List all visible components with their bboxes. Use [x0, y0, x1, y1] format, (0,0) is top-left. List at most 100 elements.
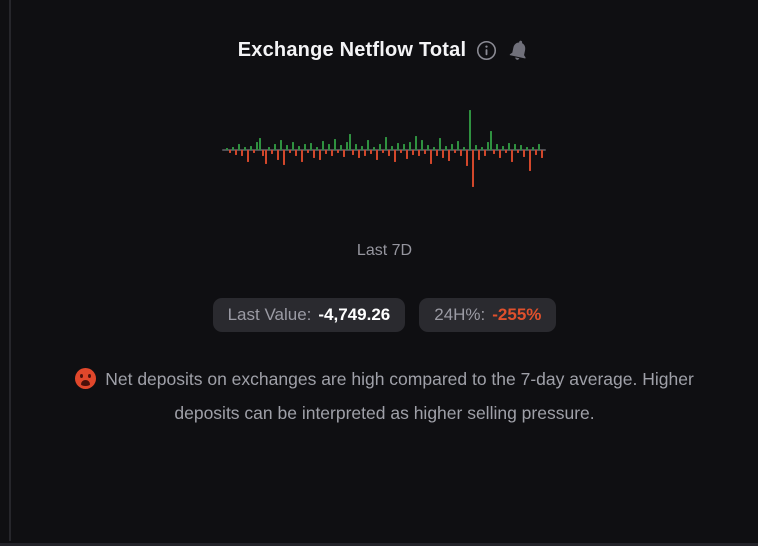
- chart-bar: [258, 138, 261, 150]
- chart-bar: [483, 150, 486, 156]
- chart-bar: [252, 150, 255, 153]
- chart-bar: [486, 142, 489, 150]
- chart-bar: [288, 150, 291, 153]
- chart-bar: [396, 143, 399, 150]
- chart-bar: [348, 134, 351, 150]
- chart-bar: [315, 147, 318, 150]
- chart-bar: [447, 150, 450, 161]
- chart-bar: [336, 150, 339, 153]
- chart-bar: [342, 150, 345, 157]
- chart-bar: [432, 147, 435, 150]
- chart-bar: [450, 144, 453, 150]
- chart-bar: [519, 145, 522, 150]
- chart-bar: [345, 142, 348, 150]
- chart-bar: [240, 150, 243, 156]
- chart-bar: [498, 150, 501, 158]
- chart-bar: [297, 146, 300, 150]
- chart-bar: [312, 150, 315, 158]
- chart-bar: [333, 139, 336, 150]
- chart-bar: [420, 140, 423, 150]
- chart-bar: [429, 150, 432, 164]
- chart-bar: [231, 147, 234, 150]
- chart-bar: [318, 150, 321, 160]
- chart-bar: [522, 150, 525, 157]
- chart-bar: [462, 147, 465, 150]
- chart-bar: [378, 144, 381, 150]
- last-value-label: Last Value:: [227, 305, 312, 324]
- bell-icon[interactable]: [507, 38, 531, 62]
- chart-bar: [237, 144, 240, 150]
- chart-bar: [441, 150, 444, 158]
- chart-bar: [501, 146, 504, 150]
- chart-bar: [423, 150, 426, 154]
- chart-bar: [468, 110, 471, 150]
- chart-bar: [531, 147, 534, 150]
- chart-bar: [261, 150, 264, 156]
- chart-bar: [357, 150, 360, 158]
- chart-bar: [384, 137, 387, 150]
- chart-bar: [393, 150, 396, 162]
- chart-bar: [363, 150, 366, 156]
- chart-bar: [228, 150, 231, 153]
- chart-bar: [294, 150, 297, 156]
- chart-bar: [414, 136, 417, 150]
- chart-bar: [243, 147, 246, 150]
- chart-bar: [390, 146, 393, 150]
- chart-bar: [303, 144, 306, 150]
- chart-bar: [495, 144, 498, 150]
- chart-bar: [399, 150, 402, 153]
- chart-bar: [417, 150, 420, 156]
- chart-bar: [339, 145, 342, 150]
- chart-bar: [387, 150, 390, 156]
- chart-bar: [273, 144, 276, 150]
- chart-bar: [279, 140, 282, 150]
- chart-bar: [504, 150, 507, 153]
- chart-bar: [402, 144, 405, 150]
- change-label: 24H%:: [434, 305, 486, 324]
- chart-bar: [324, 150, 327, 154]
- chart-bar: [381, 150, 384, 153]
- chart-bar: [516, 150, 519, 153]
- chart-bar: [537, 144, 540, 150]
- chart-bar: [300, 150, 303, 162]
- chart-bar: [354, 144, 357, 150]
- card-title: Exchange Netflow Total: [237, 38, 467, 61]
- info-icon[interactable]: [476, 40, 497, 61]
- chart-bar: [408, 142, 411, 150]
- chart-bar: [411, 150, 414, 155]
- chart-bar: [465, 150, 468, 166]
- change-value: -255%: [492, 305, 542, 324]
- chart-bar: [513, 144, 516, 150]
- chart-bar: [255, 142, 258, 150]
- chart-bar: [234, 150, 237, 155]
- chart-bar: [264, 150, 267, 164]
- chart-bar: [285, 145, 288, 150]
- change-badge: 24H%: -255%: [419, 298, 557, 332]
- chart-bar: [276, 150, 279, 160]
- chart-bar: [306, 150, 309, 153]
- chart-bar: [435, 150, 438, 156]
- panel-left-divider: [9, 0, 11, 541]
- frowning-face-icon: [75, 368, 97, 389]
- chart-bar: [444, 146, 447, 150]
- chart-bar: [489, 131, 492, 150]
- chart-bar: [426, 145, 429, 150]
- chart-bar: [453, 150, 456, 153]
- chart-bar: [477, 150, 480, 160]
- chart-bar: [351, 150, 354, 155]
- chart-bar: [480, 147, 483, 150]
- chart-bar: [366, 140, 369, 150]
- chart-bar: [438, 138, 441, 150]
- chart-bar: [474, 145, 477, 150]
- chart-bar: [540, 150, 543, 158]
- insight-text-block: Net deposits on exchanges are high compa…: [75, 362, 695, 430]
- chart-baseline: [221, 149, 546, 151]
- chart-bar: [528, 150, 531, 171]
- chart-bar: [405, 150, 408, 159]
- last-value: -4,749.26: [318, 305, 391, 324]
- chart-bar: [369, 150, 372, 154]
- stats-row: Last Value: -4,749.26 24H%: -255%: [212, 298, 557, 332]
- chart-bar: [291, 142, 294, 150]
- chart-bar: [321, 141, 324, 150]
- range-label: Last 7D: [356, 242, 413, 259]
